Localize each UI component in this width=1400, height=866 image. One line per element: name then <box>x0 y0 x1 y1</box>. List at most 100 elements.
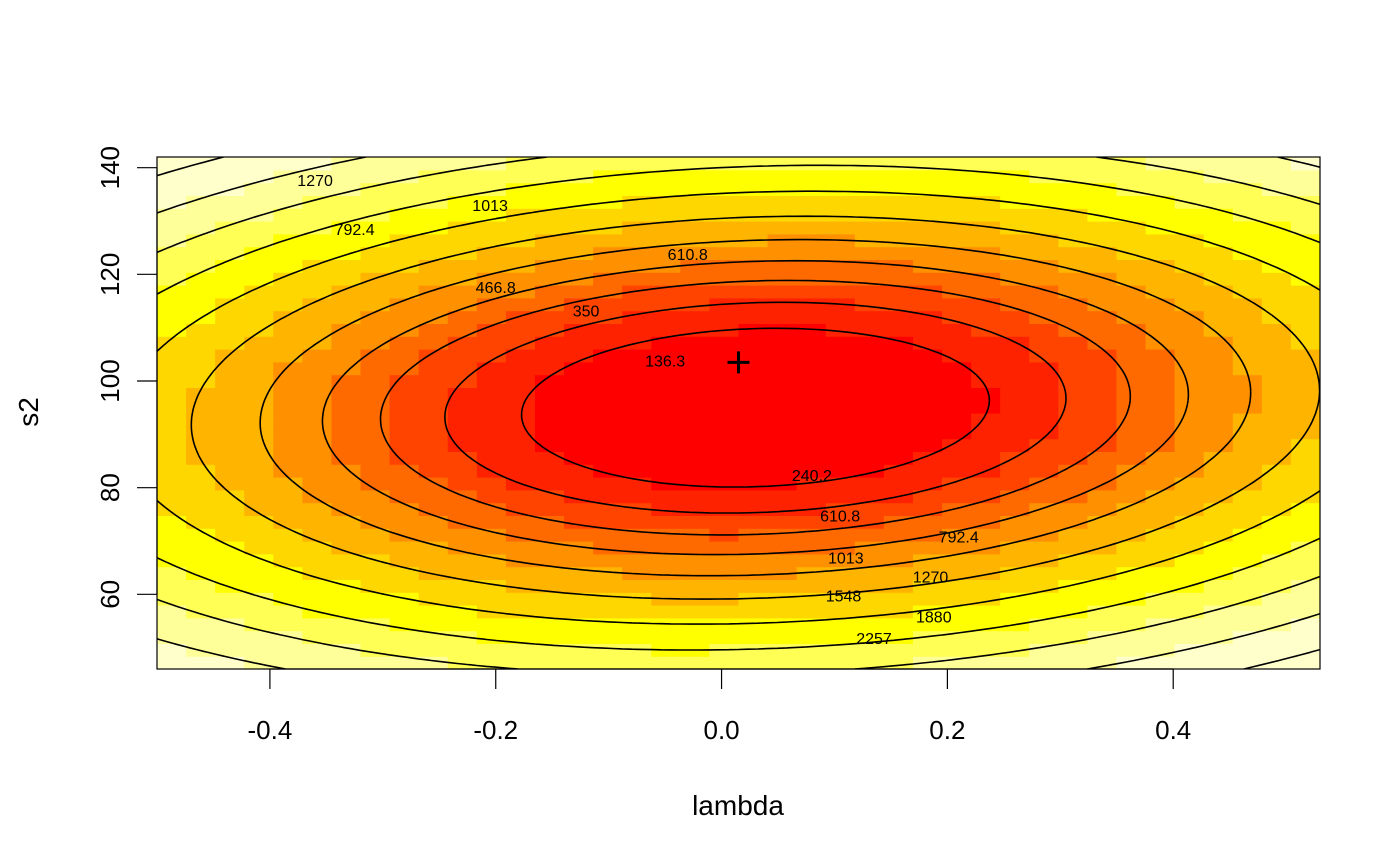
heat-cell <box>1203 477 1234 491</box>
heat-cell <box>215 566 245 580</box>
heat-cell <box>476 643 507 657</box>
heat-cell <box>825 605 856 619</box>
heat-cell <box>360 566 391 580</box>
heat-cell <box>418 310 449 324</box>
heat-cell <box>1000 182 1030 196</box>
heat-cell <box>1290 541 1320 555</box>
heat-cell <box>593 528 623 542</box>
heat-cell <box>1203 221 1234 235</box>
heat-cell <box>971 233 1001 248</box>
heat-cell <box>476 310 507 324</box>
heat-cell <box>1174 553 1205 568</box>
heat-cell <box>767 617 798 632</box>
heat-cell <box>680 656 711 669</box>
heat-cell <box>738 477 769 491</box>
heat-cell <box>767 464 798 478</box>
heat-cell <box>157 630 187 644</box>
heat-cell <box>447 502 478 516</box>
heat-cell <box>738 438 769 452</box>
heat-cell <box>942 502 972 516</box>
heat-cell <box>1261 605 1292 619</box>
heat-cell <box>825 272 856 286</box>
heat-cell <box>854 374 885 388</box>
heat-cell <box>505 592 536 606</box>
heat-cell <box>215 630 245 644</box>
heat-cell <box>1145 259 1176 273</box>
heat-cell <box>1174 272 1205 286</box>
heat-cell <box>1145 246 1176 260</box>
heat-cell <box>1203 515 1234 529</box>
heat-cell <box>854 157 885 171</box>
heat-cell <box>1261 579 1292 593</box>
heat-cell <box>360 605 391 619</box>
heat-cell <box>854 297 885 312</box>
heat-cell <box>389 195 420 209</box>
heat-cell <box>622 579 652 593</box>
heat-cell <box>1232 438 1263 452</box>
heat-cell <box>360 221 391 235</box>
heat-cell <box>1203 400 1234 414</box>
heat-cell <box>942 413 972 427</box>
heat-cell <box>1058 374 1088 388</box>
heat-cell <box>1290 272 1320 286</box>
heat-cell <box>1203 579 1234 593</box>
heat-cell <box>1087 361 1118 376</box>
heat-cell <box>709 246 740 260</box>
heat-cell <box>447 566 478 580</box>
heat-cell <box>680 502 711 516</box>
heat-cell <box>389 310 420 324</box>
heat-cell <box>1029 400 1059 414</box>
heat-cell <box>564 233 594 248</box>
heat-cell <box>942 259 972 273</box>
heat-cell <box>854 630 885 644</box>
heat-cell <box>1232 425 1263 440</box>
heat-cell <box>564 323 594 337</box>
heat-cell <box>942 349 972 363</box>
heat-cell <box>1116 208 1147 222</box>
heat-cell <box>651 336 681 350</box>
heat-cell <box>825 323 856 337</box>
heat-cell <box>767 221 798 235</box>
heat-cell <box>738 605 769 619</box>
heat-cell <box>1290 221 1320 235</box>
heat-cell <box>1087 157 1118 171</box>
heat-cell <box>302 400 333 414</box>
heat-cell <box>244 592 274 606</box>
x-tick-label: 0.4 <box>1155 715 1191 745</box>
heat-cell <box>738 336 769 350</box>
heat-cell <box>651 630 681 644</box>
heat-cell <box>622 349 652 363</box>
heat-cell <box>302 246 333 260</box>
heat-cell <box>302 464 333 478</box>
heat-cell <box>651 656 681 669</box>
heat-cell <box>186 246 216 260</box>
heat-cell <box>796 477 827 491</box>
heat-cell <box>825 349 856 363</box>
heat-cell <box>1145 233 1176 248</box>
heat-cell <box>622 323 652 337</box>
heat-cell <box>389 413 420 427</box>
heat-cell <box>564 259 594 273</box>
heat-cell <box>1203 643 1234 657</box>
heat-cell <box>651 182 681 196</box>
heat-cell <box>564 387 594 401</box>
heat-cell <box>1087 413 1118 427</box>
heat-cell <box>157 233 187 248</box>
heat-cell <box>1174 451 1205 465</box>
heat-cell <box>302 157 333 171</box>
contour-labels: 136.3 240.2 350 466.8 610.8 610.8 792.4 792.4 10… <box>297 173 979 648</box>
heat-cell <box>767 592 798 606</box>
heat-cell <box>912 617 943 632</box>
heat-cell <box>157 208 187 222</box>
contour-line-2257 <box>157 157 1320 669</box>
heat-cell <box>796 605 827 619</box>
heat-cell <box>273 592 303 606</box>
heat-cell <box>331 464 362 478</box>
heat-cell <box>942 310 972 324</box>
heat-cell <box>767 169 798 184</box>
heat-cell <box>825 464 856 478</box>
heat-cell <box>331 400 362 414</box>
heat-cell <box>1232 208 1263 222</box>
heat-cell <box>1203 489 1234 504</box>
heat-cell <box>680 413 711 427</box>
